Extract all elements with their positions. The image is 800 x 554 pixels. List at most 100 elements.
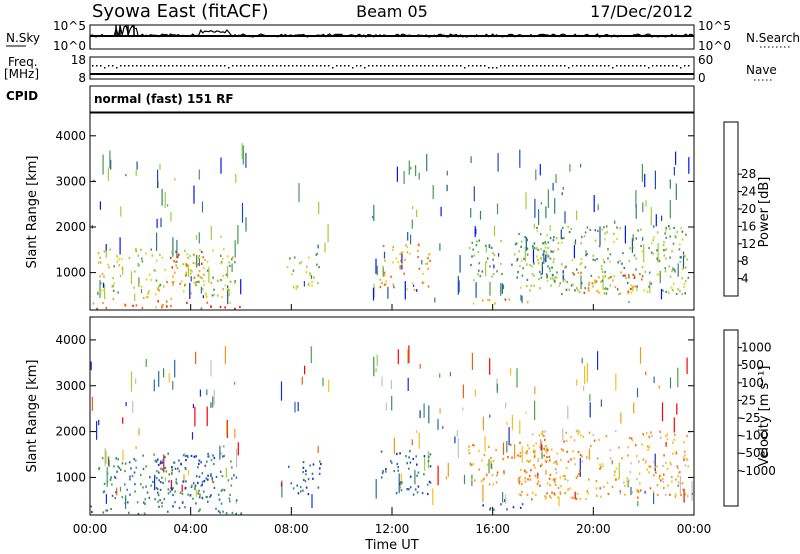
velocity-cell bbox=[638, 472, 641, 475]
power-cell bbox=[594, 279, 596, 282]
velocity-cell bbox=[489, 508, 491, 511]
nave-dot bbox=[212, 65, 214, 67]
power-cell bbox=[613, 240, 615, 243]
velocity-cell bbox=[548, 477, 551, 480]
velocity-cell bbox=[553, 461, 555, 464]
freq-unit: [MHz] bbox=[4, 67, 39, 81]
velocity-cell bbox=[575, 497, 578, 500]
velocity-cell bbox=[134, 459, 137, 462]
velocity-cell bbox=[209, 495, 211, 498]
nave-dot bbox=[436, 65, 438, 67]
velocity-cell bbox=[171, 472, 173, 475]
velocity-cell bbox=[644, 461, 647, 464]
velocity-cell bbox=[91, 396, 93, 411]
velocity-cell bbox=[636, 455, 638, 458]
velocity-cell bbox=[417, 485, 420, 488]
nave-dot bbox=[104, 67, 106, 69]
velocity-cell bbox=[673, 417, 675, 433]
power-cell bbox=[475, 228, 477, 235]
power-cell bbox=[245, 152, 247, 168]
velocity-cell bbox=[130, 371, 133, 392]
power-cell bbox=[111, 285, 114, 288]
velocity-cell bbox=[541, 430, 544, 433]
power-cell bbox=[313, 276, 315, 279]
velocity-cell bbox=[562, 449, 564, 452]
power-cell bbox=[493, 225, 496, 237]
power-cell bbox=[614, 286, 617, 289]
power-cell bbox=[642, 236, 644, 241]
nave-dot bbox=[640, 65, 642, 67]
velocity-cell bbox=[685, 457, 688, 460]
power-cell bbox=[635, 237, 638, 240]
velocity-cell bbox=[423, 473, 425, 476]
velocity-cell bbox=[181, 484, 183, 492]
velocity-cell bbox=[182, 480, 185, 483]
power-cell bbox=[672, 242, 675, 245]
power-cell bbox=[99, 279, 101, 298]
power-cell bbox=[494, 302, 496, 305]
nave-dot bbox=[200, 65, 202, 67]
power-cell bbox=[170, 305, 172, 308]
nave-dot bbox=[552, 65, 554, 67]
velocity-cell bbox=[301, 376, 303, 385]
power-cell bbox=[544, 246, 547, 249]
power-cell bbox=[138, 277, 140, 287]
velocity-cell bbox=[319, 467, 321, 470]
power-cell bbox=[537, 262, 540, 265]
velocity-cell bbox=[662, 473, 665, 476]
power-colorbar-label: Power [dB] bbox=[757, 177, 772, 248]
power-cell bbox=[656, 257, 658, 260]
power-cell bbox=[547, 265, 549, 268]
nave-dot bbox=[356, 65, 358, 67]
power-cell bbox=[580, 271, 582, 274]
power-cell bbox=[526, 301, 529, 304]
power-cell bbox=[97, 261, 100, 264]
velocity-cell bbox=[484, 436, 486, 452]
power-cell bbox=[113, 265, 115, 268]
power-cell bbox=[619, 292, 622, 295]
velocity-cell bbox=[549, 495, 551, 498]
power-cell bbox=[613, 232, 615, 235]
nave-dot bbox=[464, 67, 466, 69]
power-cell bbox=[675, 151, 677, 165]
power-cell bbox=[586, 226, 589, 229]
velocity-cell bbox=[116, 470, 118, 473]
power-cell bbox=[539, 257, 542, 260]
velocity-cell bbox=[221, 475, 224, 478]
power-cell bbox=[493, 264, 495, 269]
nave-dot bbox=[248, 65, 250, 67]
power-cell bbox=[555, 276, 558, 279]
power-cell bbox=[190, 269, 192, 272]
power-cell bbox=[526, 278, 529, 281]
power-cell bbox=[504, 298, 507, 301]
power-cell bbox=[318, 266, 320, 269]
velocity-cell bbox=[639, 482, 641, 485]
power-cell bbox=[542, 242, 545, 245]
power-cell bbox=[317, 244, 319, 249]
velocity-cell bbox=[167, 452, 169, 455]
velocity-cell bbox=[135, 378, 137, 384]
velocity-cell bbox=[122, 417, 124, 424]
power-cell bbox=[673, 226, 675, 230]
power-cell bbox=[134, 293, 136, 301]
velocity-cell bbox=[409, 450, 411, 453]
nave-dot bbox=[512, 65, 514, 67]
power-cell bbox=[670, 286, 673, 289]
velocity-cell bbox=[524, 470, 526, 473]
power-cell bbox=[93, 179, 95, 182]
power-cell bbox=[538, 209, 540, 225]
power-cell bbox=[172, 237, 174, 257]
power-cell bbox=[576, 210, 578, 220]
velocity-cell bbox=[414, 488, 417, 491]
velocity-cell bbox=[201, 497, 204, 500]
power-cell bbox=[556, 271, 558, 274]
power-cell bbox=[220, 262, 222, 265]
velocity-cell bbox=[473, 479, 476, 482]
power-cell bbox=[534, 198, 536, 218]
velocity-cell bbox=[154, 459, 157, 462]
velocity-cell bbox=[143, 512, 146, 515]
power-cell bbox=[609, 260, 611, 263]
power-cell bbox=[226, 288, 229, 291]
power-cell bbox=[656, 231, 659, 234]
velocity-cell bbox=[310, 346, 312, 364]
